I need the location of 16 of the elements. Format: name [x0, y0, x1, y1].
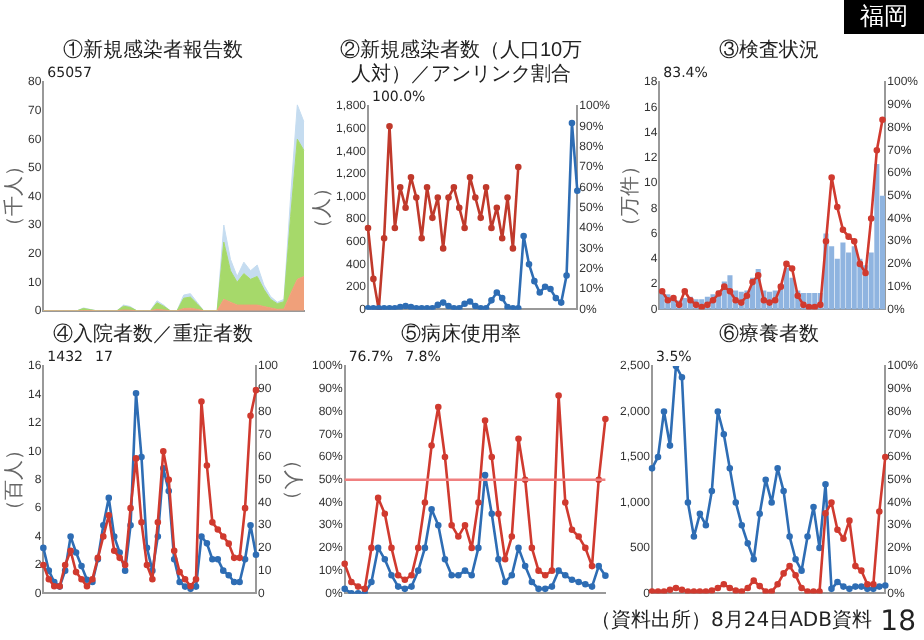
y-axis-title: （人） [311, 177, 334, 238]
y-axis-title: （万件） [619, 155, 642, 236]
chart-title: ②新規感染者数（人口10万人対）／アンリンク割合 [339, 37, 583, 86]
y2-axis-title: （人） [280, 449, 303, 510]
text: 福岡 [844, 0, 924, 34]
bar [874, 164, 880, 310]
text: （資料出所）8月24日ADB資料 [591, 607, 872, 634]
chart-title: ⑤病床使用率 [401, 321, 521, 346]
chart-title: ③検査状況 [719, 37, 819, 62]
chart-title: ④入院者数／重症者数 [53, 321, 253, 346]
bar [840, 242, 846, 310]
chart-title: ⑥療養者数 [719, 321, 819, 346]
chart-title: ①新規感染者報告数 [63, 37, 243, 62]
y-axis-title: （千人） [1, 156, 26, 237]
text: 18 [880, 606, 916, 638]
y-axis-title: （百人） [3, 439, 26, 520]
